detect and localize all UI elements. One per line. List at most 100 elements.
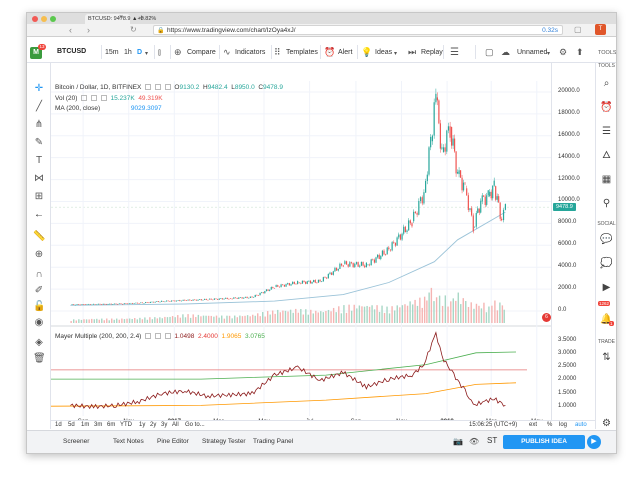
tradingview-logo[interactable]: M	[30, 47, 42, 59]
range-all[interactable]: All	[172, 422, 179, 428]
ideas-icon[interactable]: 💡	[361, 47, 373, 57]
trading-panel-tab[interactable]: Trading Panel	[253, 438, 294, 445]
calendar-icon[interactable]: ▦	[601, 174, 612, 185]
range-1m[interactable]: 1m	[81, 422, 90, 428]
chevron-down-icon[interactable]: ▾	[145, 51, 149, 57]
range-1y[interactable]: 1y	[139, 422, 146, 428]
ideas-button[interactable]: Ideas	[375, 49, 393, 56]
candles-icon[interactable]: ⫾	[158, 47, 161, 57]
chart-pane[interactable]: SepNov2017MarMayJulSepNov2018MarMay Bitc…	[51, 63, 551, 429]
layout-name[interactable]: Unnamed	[517, 49, 548, 56]
compare-icon[interactable]: ⊕	[174, 47, 182, 57]
back-icon[interactable]: ‹	[69, 25, 72, 35]
prediction-icon[interactable]: ⊞	[34, 191, 44, 202]
close-icon[interactable]	[164, 84, 171, 91]
replay-button[interactable]: Replay	[421, 49, 443, 56]
interval-1h[interactable]: 1h	[124, 49, 132, 56]
crosshair-icon[interactable]: ✛	[34, 83, 44, 94]
settings-icon[interactable]	[154, 333, 161, 340]
eye-icon[interactable]: 👁	[469, 437, 480, 446]
templates-icon[interactable]: ⠿	[274, 47, 281, 57]
browser-tab[interactable]: BTCUSD: 9478.9 ▲+3.82%	[85, 14, 156, 24]
screenshot-icon[interactable]: ⬆	[576, 47, 584, 57]
settings-icon[interactable]	[154, 84, 161, 91]
magnet-icon[interactable]: ∩	[35, 269, 43, 280]
eye-icon[interactable]: ◉	[34, 317, 44, 328]
interval-15m[interactable]: 15m	[105, 49, 119, 56]
range-ytd[interactable]: YTD	[120, 422, 132, 428]
zoom-icon[interactable]: ⊕	[34, 249, 44, 260]
settings-gear-icon[interactable]: ⚙	[602, 418, 611, 429]
range-1d[interactable]: 1d	[55, 422, 62, 428]
compare-button[interactable]: Compare	[187, 49, 216, 56]
camera-icon[interactable]: 📷	[453, 437, 463, 446]
templates-button[interactable]: Templates	[286, 49, 318, 56]
pitchfork-icon[interactable]: ⋔	[34, 119, 44, 130]
url-field[interactable]: 🔒 https://www.tradingview.com/chart/IzOy…	[153, 25, 563, 35]
pine-editor-tab[interactable]: Pine Editor	[157, 438, 189, 445]
range-2y[interactable]: 2y	[150, 422, 157, 428]
indicators-icon[interactable]: ∿	[223, 47, 231, 57]
stay-in-drawing-icon[interactable]: ✐	[34, 285, 44, 296]
settings-icon[interactable]	[91, 95, 98, 102]
hotlist-flame-icon[interactable]: 🜂	[602, 150, 611, 161]
trend-line-icon[interactable]: ╱	[35, 101, 43, 112]
range-goto[interactable]: Go to...	[185, 422, 205, 428]
settings-gear-icon[interactable]: ⚙	[559, 47, 568, 57]
percent-toggle[interactable]: %	[547, 422, 553, 428]
price-scale[interactable]: 20000.0 18000.0 16000.0 14000.0 12000.0 10000…	[542, 63, 595, 429]
flag-badge[interactable]: 6	[542, 313, 551, 322]
fullscreen-icon[interactable]: ▢	[485, 47, 494, 57]
close-icon[interactable]	[164, 333, 171, 340]
text-tool-icon[interactable]: T	[35, 155, 43, 166]
auto-toggle[interactable]: auto	[575, 422, 587, 428]
ideas-stream-icon[interactable]: 💭	[600, 258, 613, 269]
ext-toggle[interactable]: ext	[529, 422, 538, 428]
lock-icon[interactable]: 🔓	[33, 301, 46, 312]
eye-icon[interactable]	[145, 333, 152, 340]
alert-button[interactable]: Alert	[338, 49, 353, 56]
alert-icon[interactable]: ⏰	[324, 47, 336, 57]
replay-icon[interactable]: ⏭	[408, 47, 417, 57]
log-toggle[interactable]: log	[559, 422, 568, 428]
maximize-window-icon[interactable]	[50, 16, 56, 22]
notifications-bell-icon[interactable]: 🔔	[600, 314, 613, 325]
interval-1d[interactable]: D	[137, 49, 143, 56]
layout-icon[interactable]: ☰	[450, 47, 459, 58]
publish-idea-button[interactable]: PUBLISH IDEA	[503, 435, 585, 449]
chevron-down-icon[interactable]: ▾	[547, 51, 551, 57]
layers-icon[interactable]: ◈	[35, 337, 43, 348]
range-5d[interactable]: 5d	[68, 422, 75, 428]
chart-canvas[interactable]: SepNov2017MarMayJulSepNov2018MarMay	[51, 63, 551, 429]
pattern-icon[interactable]: ⋈	[34, 173, 44, 184]
eye-icon[interactable]	[145, 84, 152, 91]
reload-icon[interactable]: ↻	[130, 25, 137, 34]
strategy-tester-tab[interactable]: Strategy Tester	[202, 438, 246, 445]
trash-icon[interactable]: 🗑	[33, 353, 46, 364]
cloud-icon[interactable]: ☁	[501, 47, 510, 57]
text-notes-tab[interactable]: Text Notes	[113, 438, 144, 445]
eye-icon[interactable]	[81, 95, 88, 102]
minimize-window-icon[interactable]	[41, 16, 47, 22]
watchlist-icon[interactable]: ☰	[602, 126, 611, 137]
range-3m[interactable]: 3m	[94, 422, 103, 428]
streams-icon[interactable]: ▶	[602, 282, 611, 293]
map-pin-icon[interactable]: ⚲	[602, 198, 611, 209]
range-6m[interactable]: 6m	[107, 422, 116, 428]
symbol-search[interactable]: BTCUSD	[53, 45, 113, 59]
close-window-icon[interactable]	[32, 16, 38, 22]
chat-icon[interactable]: 💬	[600, 234, 613, 245]
alarm-clock-icon[interactable]: ⏰	[600, 102, 613, 113]
forward-icon[interactable]: ›	[87, 25, 90, 35]
brush-icon[interactable]: ✎	[34, 137, 44, 148]
ruler-icon[interactable]: 📏	[33, 231, 46, 242]
tab-close-icon[interactable]: ×	[119, 14, 124, 21]
close-icon[interactable]	[100, 95, 107, 102]
new-tab-icon[interactable]: +	[139, 13, 145, 23]
back-arrow-icon[interactable]: ←	[34, 209, 44, 220]
play-icon[interactable]: ▶	[587, 435, 601, 449]
chevron-down-icon[interactable]: ▾	[394, 51, 398, 57]
trade-arrows-icon[interactable]: ⇅	[602, 352, 611, 363]
screener-tab[interactable]: Screener	[63, 438, 90, 445]
stocktwits-button[interactable]: ST	[487, 436, 498, 445]
